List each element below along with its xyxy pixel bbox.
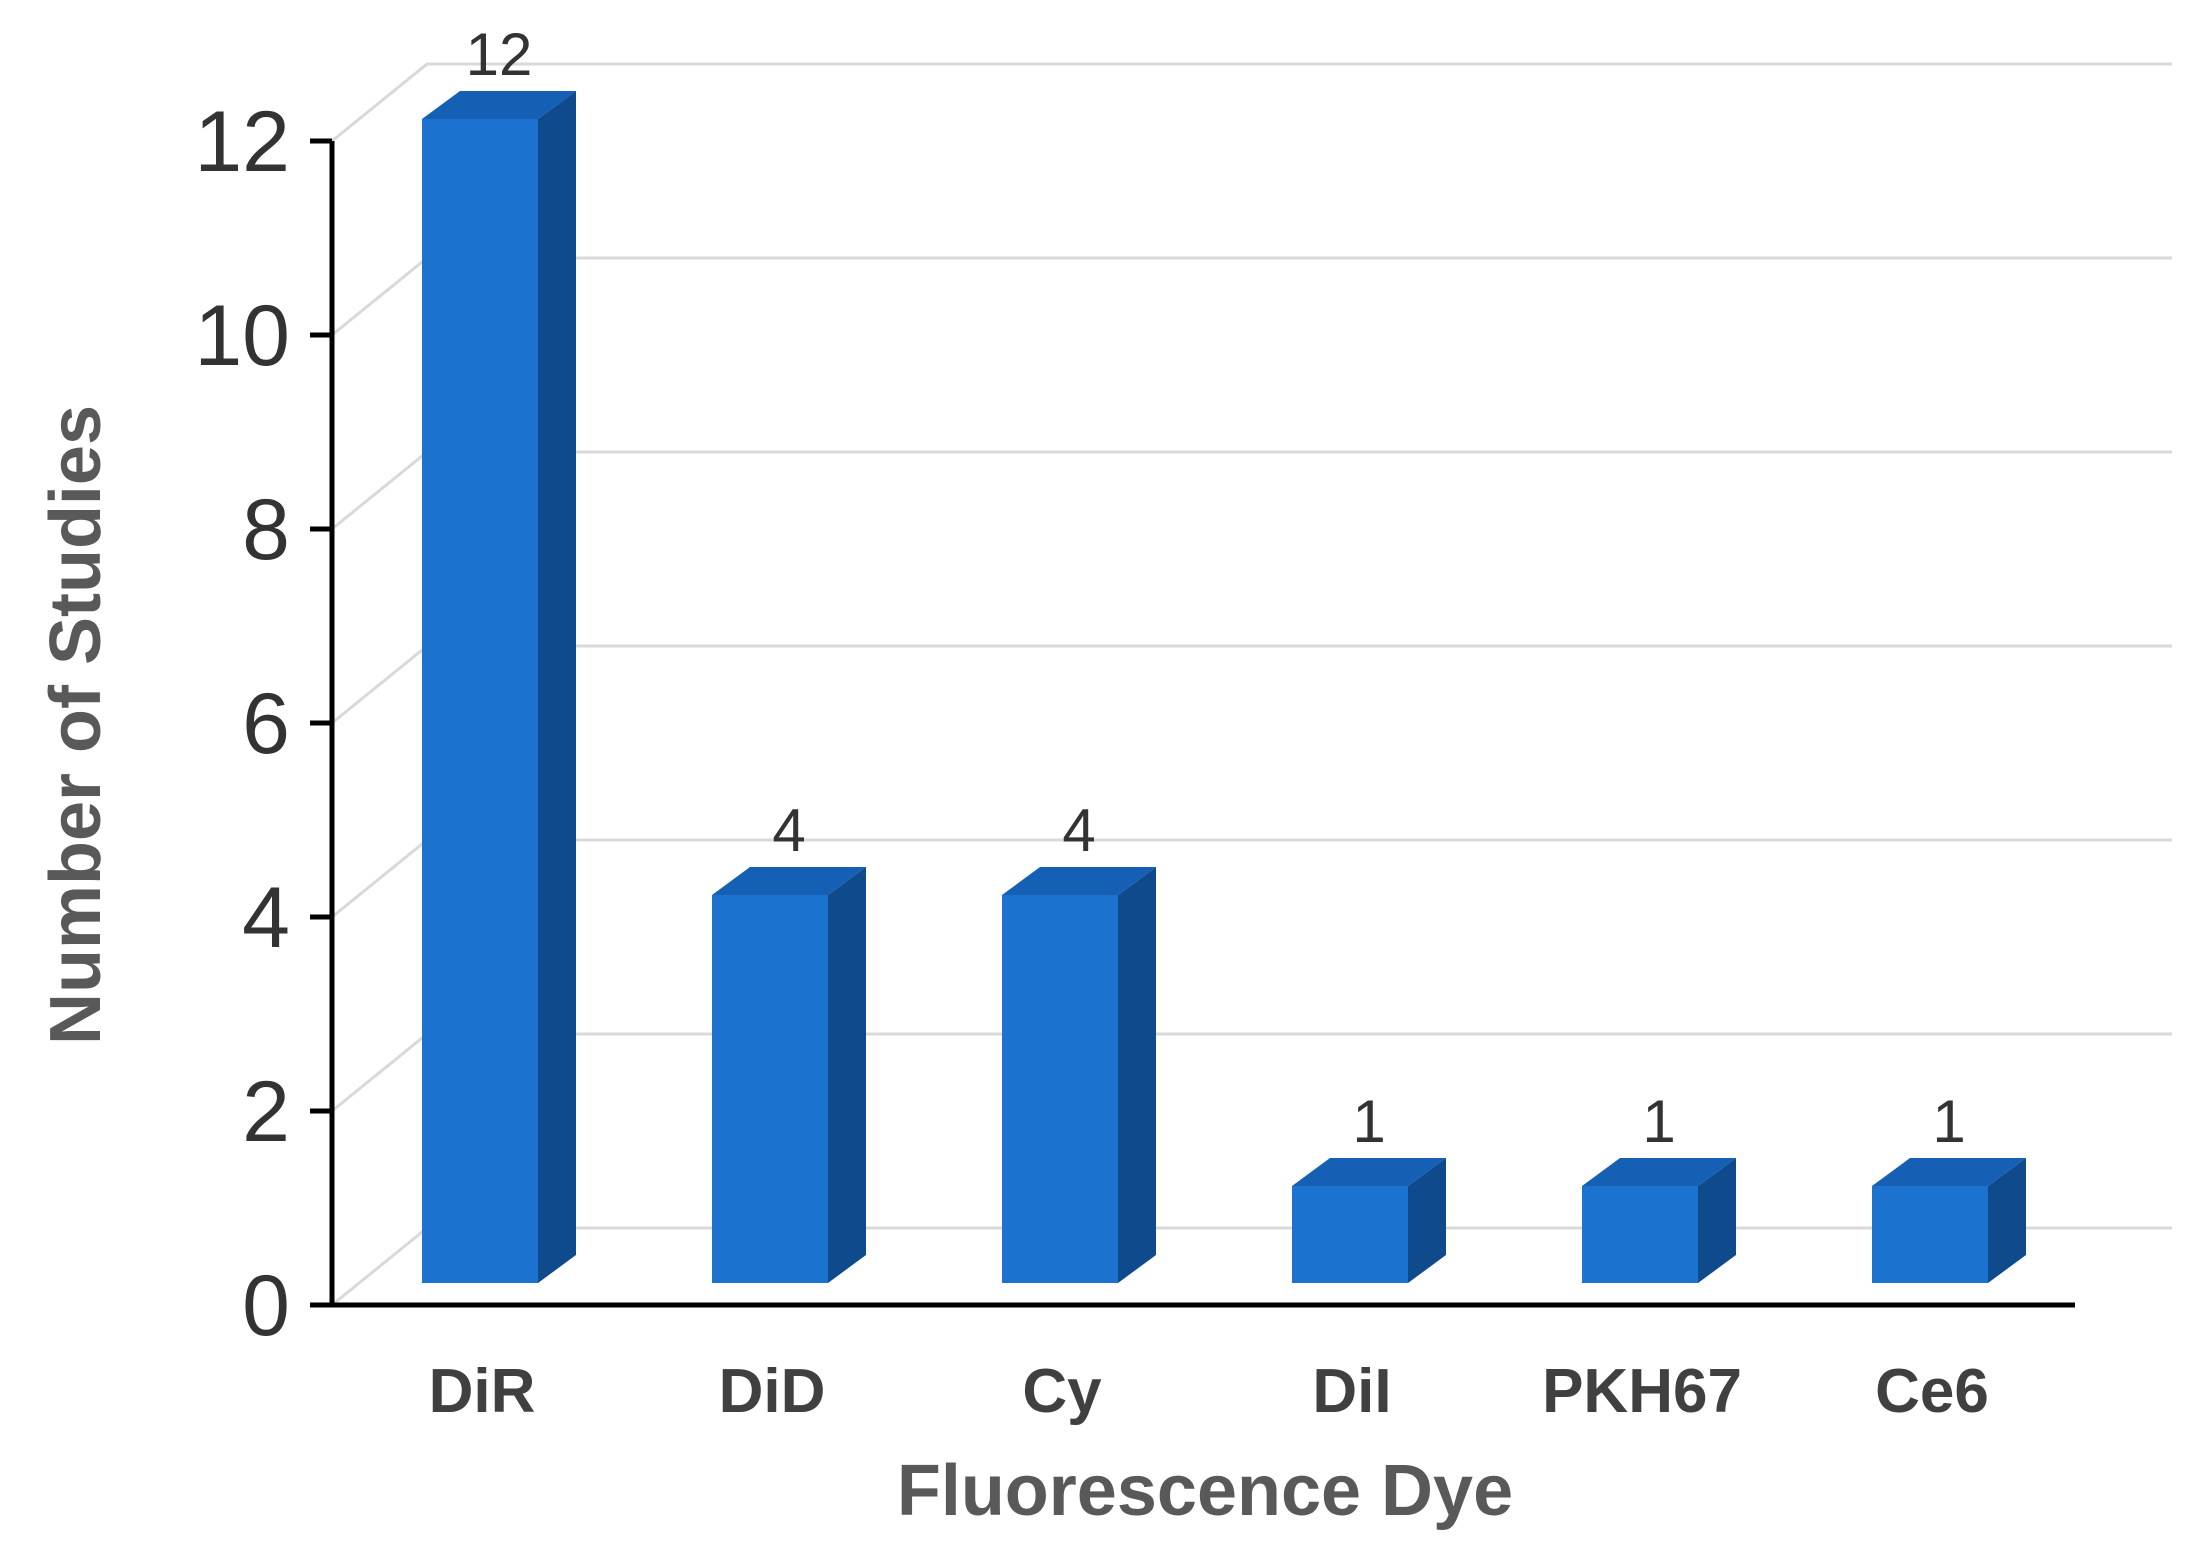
bar-front [422, 119, 538, 1283]
bar-top [1002, 867, 1156, 895]
gridline [331, 256, 2172, 337]
labels: 0 2 4 6 8 10 12 12 DiR 4 DiD 4 Cy 1 DiI 1 PKH67 1 Ce6 [194, 21, 1989, 1426]
bar-front [1292, 1186, 1408, 1283]
data-label: 1 [1932, 1088, 1965, 1155]
data-label: 1 [1352, 1088, 1385, 1155]
bar-side [538, 91, 576, 1283]
bar-side [828, 867, 866, 1283]
bar [1872, 1158, 2026, 1283]
bar-side [1408, 1158, 1446, 1283]
bar [712, 867, 866, 1283]
y-tick-label: 0 [242, 1258, 290, 1354]
x-tick-label: Cy [1022, 1357, 1102, 1426]
bar-top [1292, 1158, 1446, 1186]
y-tick-label: 4 [242, 870, 290, 966]
bar [422, 91, 576, 1283]
bar-side [1118, 867, 1156, 1283]
gridline [331, 644, 2172, 725]
bar [1292, 1158, 1446, 1283]
bar-front [1872, 1186, 1988, 1283]
bar-front [1002, 895, 1118, 1283]
data-label: 4 [772, 797, 805, 864]
gridlines [331, 62, 2172, 1307]
bar-top [1582, 1158, 1736, 1186]
y-tick-label: 10 [194, 288, 290, 384]
gridline [331, 838, 2172, 919]
bar-side [1988, 1158, 2026, 1283]
bar [1582, 1158, 1736, 1283]
gridline [331, 450, 2172, 531]
data-label: 12 [466, 21, 533, 88]
bar-front [712, 895, 828, 1283]
x-tick-label: DiD [719, 1357, 826, 1426]
data-label: 4 [1062, 797, 1095, 864]
bar [1002, 867, 1156, 1283]
y-tick-label: 6 [242, 676, 290, 772]
bar-top [712, 867, 866, 895]
bars [422, 91, 2026, 1283]
gridline [331, 62, 2172, 143]
y-axis-title: Number of Studies [36, 405, 116, 1045]
x-tick-label: DiR [429, 1357, 536, 1426]
x-axis-title: Fluorescence Dye [897, 1451, 1513, 1531]
y-tick-label: 8 [242, 482, 290, 578]
bar-side [1698, 1158, 1736, 1283]
x-tick-label: PKH67 [1542, 1357, 1742, 1426]
data-label: 1 [1642, 1088, 1675, 1155]
x-tick-label: DiI [1312, 1357, 1391, 1426]
bar-top [1872, 1158, 2026, 1186]
bar-top [422, 91, 576, 119]
y-tick-label: 12 [194, 94, 290, 190]
bar-front [1582, 1186, 1698, 1283]
axes [310, 138, 2075, 1308]
y-tick-label: 2 [242, 1064, 290, 1160]
x-tick-label: Ce6 [1875, 1357, 1989, 1426]
gridline [331, 1032, 2172, 1113]
